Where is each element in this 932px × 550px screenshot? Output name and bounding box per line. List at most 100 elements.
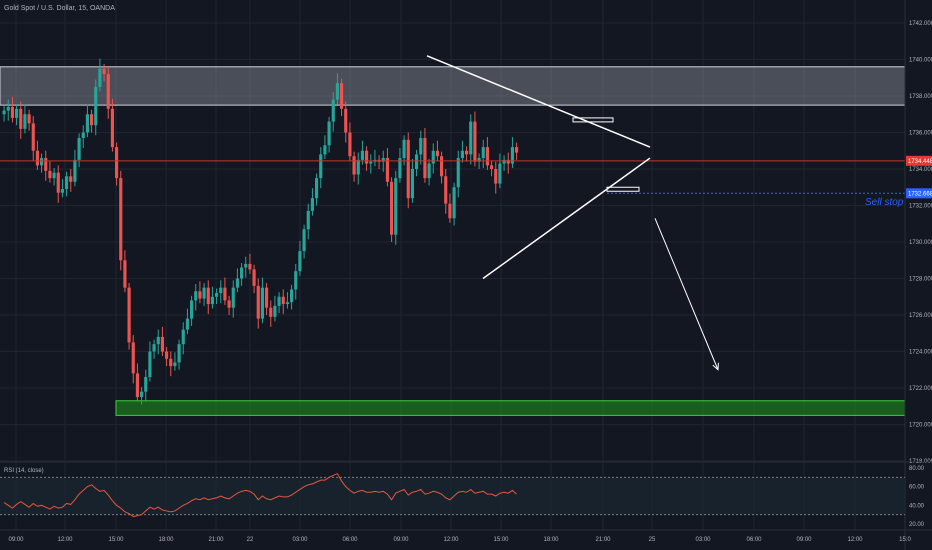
- candle: [365, 146, 369, 171]
- candle-body: [444, 176, 448, 204]
- candle: [323, 135, 327, 159]
- candle-body: [123, 260, 127, 288]
- y-tick-label: 1738.000: [909, 94, 932, 100]
- candle-body: [244, 263, 248, 268]
- candle: [460, 140, 464, 163]
- candle: [56, 165, 60, 203]
- candle-body: [473, 121, 477, 162]
- y-tick-label: 1736.000: [909, 131, 932, 137]
- x-tick-label: 15:00: [493, 537, 509, 543]
- candle-body: [440, 156, 444, 177]
- candle-body: [144, 377, 148, 392]
- candle-body: [206, 287, 210, 305]
- trendline-upper[interactable]: [426, 55, 651, 148]
- arrow-shaft[interactable]: [654, 218, 719, 370]
- candle: [19, 101, 23, 139]
- candle: [123, 250, 127, 293]
- candle: [6, 99, 10, 121]
- candle-body: [265, 287, 269, 308]
- candle-body: [194, 291, 198, 301]
- candle: [398, 148, 402, 183]
- candle-body: [502, 159, 506, 164]
- candle: [81, 125, 85, 149]
- candle: [27, 109, 31, 131]
- candle-body: [106, 74, 110, 109]
- grid-vertical: [15, 0, 906, 530]
- candle: [219, 280, 223, 304]
- candle: [369, 154, 373, 174]
- breakout-box-bottom[interactable]: [606, 186, 640, 192]
- candle: [348, 122, 352, 161]
- candle: [373, 149, 377, 167]
- candle: [456, 150, 460, 198]
- candle-body: [6, 106, 10, 111]
- candle: [410, 158, 414, 203]
- candle-body: [460, 150, 464, 159]
- trendline-lower[interactable]: [482, 157, 651, 280]
- candle-body: [185, 318, 189, 330]
- candle: [90, 109, 94, 133]
- candle-body: [81, 132, 85, 138]
- candle: [440, 151, 444, 184]
- candle: [485, 137, 489, 170]
- candle-body: [506, 159, 510, 164]
- candle-body: [323, 145, 327, 155]
- candle: [298, 241, 302, 276]
- candle-body: [319, 154, 323, 179]
- candle: [210, 286, 214, 309]
- trendlines: [426, 55, 651, 280]
- rsi-tick-label: 60.00: [909, 485, 925, 491]
- candle: [227, 295, 231, 315]
- x-tick-label: 15:0: [899, 537, 911, 543]
- rsi-band: [0, 477, 905, 515]
- candle-body: [277, 296, 281, 306]
- candle-body: [177, 344, 181, 363]
- support-zone[interactable]: [115, 400, 906, 416]
- candle: [181, 322, 185, 355]
- y-axis: 1742.000 1740.000 1738.000 1736.000 1734.000…: [904, 0, 932, 550]
- candle-body: [119, 178, 123, 261]
- candle-body: [410, 169, 414, 199]
- projection-arrow: [654, 218, 719, 371]
- breakout-box-top[interactable]: [572, 117, 614, 123]
- candle: [127, 283, 131, 350]
- candle: [356, 152, 360, 185]
- candle-body: [419, 137, 423, 155]
- candle-body: [56, 172, 60, 193]
- candle: [110, 98, 114, 152]
- candle: [65, 171, 69, 197]
- candle-body: [260, 287, 264, 319]
- candle-body: [469, 121, 473, 155]
- candle: [244, 256, 248, 278]
- candle: [85, 104, 89, 138]
- candle: [235, 268, 239, 293]
- candle-body: [477, 158, 481, 162]
- price-labels: 1734.448 1732.668: [906, 155, 932, 199]
- candle: [265, 283, 269, 315]
- candle-body: [110, 108, 114, 148]
- x-tick-label: 06:00: [342, 537, 358, 543]
- candle-body: [298, 251, 302, 272]
- candle-body: [40, 158, 44, 166]
- y-tick-label: 1726.000: [909, 313, 932, 319]
- candle: [40, 153, 44, 173]
- x-tick-label: 06:00: [746, 537, 762, 543]
- candle-body: [19, 108, 23, 129]
- candle-body: [248, 263, 252, 270]
- candle: [315, 173, 319, 206]
- rsi-tick-label: 40.00: [909, 503, 925, 509]
- candle-body: [252, 269, 256, 286]
- y-tick-label: 1730.000: [909, 240, 932, 246]
- candle-body: [398, 158, 402, 179]
- candle-body: [231, 287, 235, 308]
- candle-body: [227, 300, 231, 308]
- candle: [23, 104, 27, 134]
- candle: [435, 140, 439, 161]
- x-tick-label: 09:00: [796, 537, 812, 543]
- candle: [185, 308, 189, 335]
- resistance-zone[interactable]: [0, 66, 906, 106]
- candle-body: [452, 187, 456, 219]
- candle: [169, 351, 173, 377]
- candle-body: [2, 110, 6, 115]
